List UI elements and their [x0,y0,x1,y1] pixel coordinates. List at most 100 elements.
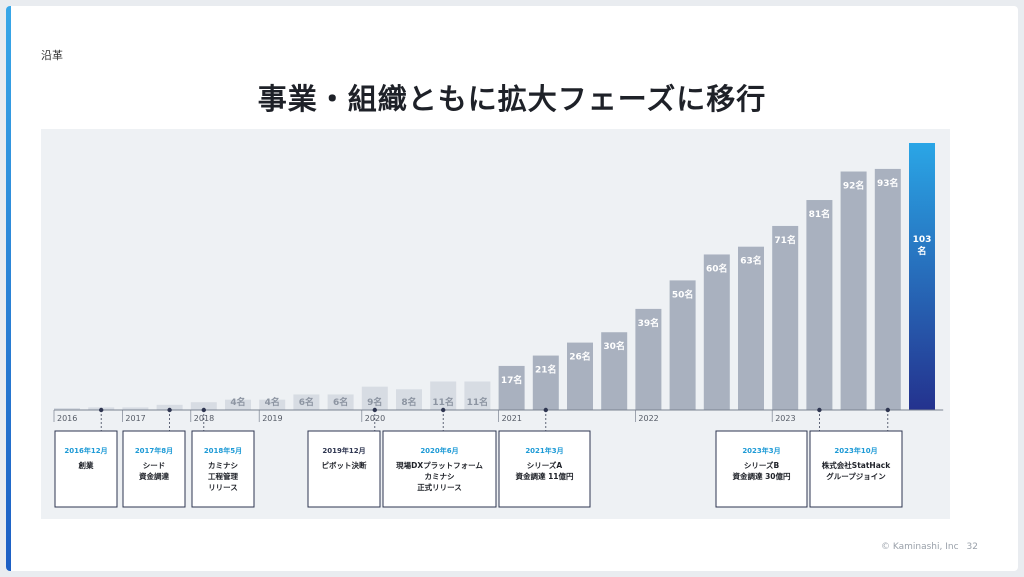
copyright: © Kaminashi, Inc [881,542,959,552]
bar-21 [772,225,799,410]
event-date-0: 2016年12月 [64,446,107,455]
bar-label-9: 9名 [367,396,382,408]
bar-10 [396,389,422,410]
year-label-1: 2017 [125,414,145,423]
bar-19 [703,254,730,410]
year-label-6: 2022 [638,414,658,423]
event-date-2: 2018年5月 [204,446,242,455]
year-label-7: 2023 [775,414,795,423]
bar-6 [259,399,286,410]
bar-label-17: 39名 [638,317,660,329]
bar-7 [293,394,320,410]
bar-label-22: 81名 [809,208,831,220]
bar-0 [54,408,80,410]
event-dot-1 [167,407,172,413]
event-box-0 [54,430,118,508]
event-text-5-1: 資金調達 11億円 [515,471,574,481]
event-box-6 [715,430,808,508]
event-text-6-0: シリーズB [744,460,780,470]
bar-14 [532,355,559,410]
event-text-1-0: シード [143,461,166,470]
event-text-0-0: 創業 [78,460,94,470]
event-box-5 [498,430,591,508]
bar-label-24: 93名 [877,177,899,189]
bar-12 [464,381,491,410]
page-title: 事業・組織ともに拡大フェーズに移行 [257,82,767,116]
bar-label-25: 103 [913,235,932,245]
bar-label-8: 6名 [333,396,348,408]
event-text-1-1: 資金調達 [139,471,169,481]
headcount-bar-chart: 4名 4名 6名 6名 9名 8名 11名 11名 17名 21名 26名 30名 39名 50名 60名 6… [53,143,944,508]
event-box-4 [382,430,497,508]
bar-24 [874,168,901,410]
bar-25 [909,143,935,410]
bar-label-18: 50名 [672,288,694,300]
bar-2 [122,407,149,410]
event-text-2-2: リリース [208,483,238,492]
bar-label-21: 71名 [774,234,796,246]
year-label-3: 2019 [262,414,282,423]
footer: © Kaminashi, Inc 32 [881,542,978,552]
event-dot-6 [817,407,822,413]
section-label: 沿革 [41,49,63,62]
event-dot-4 [441,407,446,413]
event-text-3-0: ピボット決断 [322,460,367,470]
slide: 沿革 事業・組織ともに拡大フェーズに移行 4名 4名 6名 6名 9名 8名 11名 11名 1… [6,6,1018,571]
event-dot-2 [201,407,206,413]
bar-16 [601,332,628,410]
event-box-2 [191,430,255,508]
event-box-1 [122,430,186,508]
event-date-4: 2020年6月 [420,446,458,455]
event-text-6-1: 資金調達 30億円 [732,471,791,481]
bar-label-20: 63名 [740,255,762,267]
bar-17 [635,308,662,410]
bar-3 [156,404,183,410]
page-number: 32 [966,542,978,552]
bar-label-11: 11名 [432,396,454,408]
year-label-5: 2021 [502,414,522,423]
event-dot-0 [99,407,104,413]
bar-13 [498,365,525,410]
bar-label-12: 11名 [467,396,489,408]
event-date-6: 2023年3月 [742,446,780,455]
bar-22 [806,200,833,410]
bar-label-5: 4名 [230,396,245,408]
event-text-7-0: 株式会社StatHack [822,460,891,470]
event-text-7-1: グループジョイン [826,471,886,481]
bar-label-14: 21名 [535,364,557,376]
bar-4 [190,402,217,410]
bar-label-13: 17名 [501,374,523,386]
bar-label-16: 30名 [603,340,625,352]
accent-bar [6,6,11,571]
event-text-4-0: 現場DXプラットフォーム [396,460,483,470]
event-dot-5 [543,407,548,413]
event-text-5-0: シリーズA [527,460,563,470]
bar-label-10: 8名 [401,396,416,408]
event-date-1: 2017年8月 [135,446,173,455]
chart-panel: 4名 4名 6名 6名 9名 8名 11名 11名 17名 21名 26名 30名 39名 50名 60名 6… [41,129,950,519]
bar-23 [840,171,867,410]
event-dot-3 [372,407,377,413]
year-label-0: 2016 [57,414,77,423]
bar-11 [430,381,457,410]
event-text-4-2: 正式リリース [417,482,462,492]
bar-label-15: 26名 [569,351,591,363]
event-date-5: 2021年3月 [525,446,563,455]
bar-5 [225,399,251,410]
bar-label-19: 60名 [706,262,728,274]
bar-label-23: 92名 [843,180,865,192]
bar-15 [567,342,593,410]
bar-18 [669,280,696,410]
event-dot-7 [885,407,890,413]
event-text-2-1: 工程管理 [208,471,238,481]
event-date-3: 2019年12月 [322,446,365,455]
event-box-7 [809,430,903,508]
event-date-7: 2023年10月 [834,446,877,455]
event-text-2-0: カミナシ [208,461,238,470]
bar-20 [738,246,764,410]
bar-label-7: 6名 [299,396,314,408]
bar-label-6: 4名 [265,396,280,408]
event-box-3 [307,430,381,508]
bar-9 [361,386,388,410]
event-text-4-1: カミナシ [425,472,455,481]
